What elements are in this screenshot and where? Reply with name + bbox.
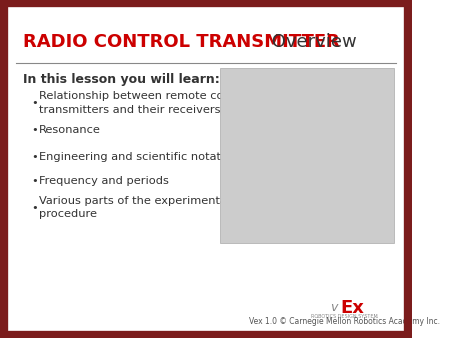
- Text: [Robot Image]: [Robot Image]: [277, 151, 337, 160]
- Text: •: •: [31, 152, 38, 162]
- Text: •: •: [31, 98, 38, 108]
- Text: •: •: [31, 176, 38, 186]
- Text: Resonance: Resonance: [39, 125, 101, 135]
- Text: Various parts of the experimental
procedure: Various parts of the experimental proced…: [39, 196, 230, 219]
- Text: RADIO CONTROL TRANSMITTER: RADIO CONTROL TRANSMITTER: [22, 33, 340, 51]
- Bar: [220, 68, 393, 243]
- Text: •: •: [31, 203, 38, 213]
- Text: v: v: [330, 301, 337, 314]
- Text: Frequency and periods: Frequency and periods: [39, 176, 169, 186]
- Text: •: •: [31, 125, 38, 135]
- Text: Relationship between remote control
transmitters and their receivers: Relationship between remote control tran…: [39, 92, 250, 115]
- Text: Engineering and scientific notation: Engineering and scientific notation: [39, 152, 239, 162]
- Text: ROBOTICS DESIGN SYSTEM: ROBOTICS DESIGN SYSTEM: [310, 314, 378, 318]
- Text: Vex 1.0 © Carnegie Mellon Robotics Academy Inc.: Vex 1.0 © Carnegie Mellon Robotics Acade…: [248, 317, 440, 326]
- Text: Overview: Overview: [266, 33, 356, 51]
- Text: Ex: Ex: [340, 298, 364, 317]
- Text: In this lesson you will learn:: In this lesson you will learn:: [22, 73, 220, 86]
